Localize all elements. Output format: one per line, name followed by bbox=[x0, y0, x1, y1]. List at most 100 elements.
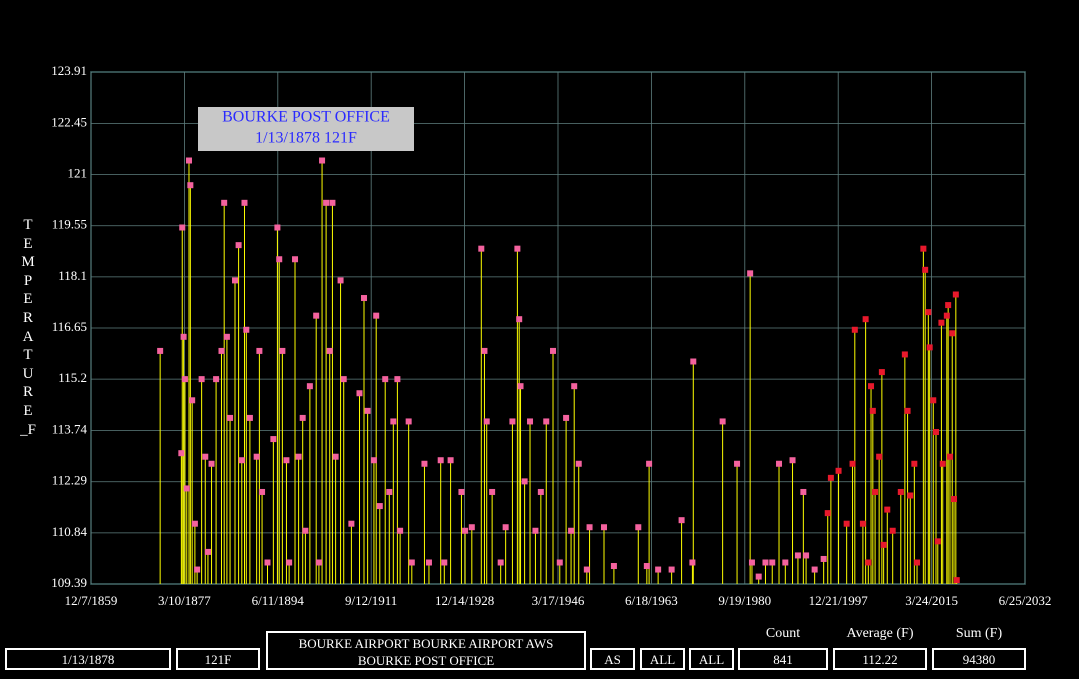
point bbox=[532, 527, 539, 534]
point bbox=[952, 291, 959, 298]
point bbox=[600, 524, 607, 531]
point bbox=[643, 563, 650, 570]
point bbox=[394, 376, 401, 383]
filter-button[interactable]: ALL bbox=[689, 648, 734, 670]
point bbox=[481, 347, 488, 354]
point bbox=[556, 559, 563, 566]
y-tick-label: 118.1 bbox=[58, 268, 87, 283]
point bbox=[811, 566, 818, 573]
point bbox=[862, 316, 869, 323]
point bbox=[462, 527, 469, 534]
point bbox=[876, 453, 883, 460]
point bbox=[945, 302, 952, 309]
point bbox=[194, 566, 201, 573]
point bbox=[889, 527, 896, 534]
point bbox=[782, 559, 789, 566]
point bbox=[747, 270, 754, 277]
point bbox=[223, 333, 230, 340]
point bbox=[914, 559, 921, 566]
point bbox=[218, 347, 225, 354]
point bbox=[655, 566, 662, 573]
point bbox=[543, 418, 550, 425]
point bbox=[868, 383, 875, 390]
point bbox=[276, 256, 283, 263]
point bbox=[953, 577, 960, 584]
summary-value: 94380 bbox=[932, 648, 1026, 670]
selected-date: 1/13/1878 bbox=[5, 648, 171, 670]
point bbox=[800, 488, 807, 495]
point bbox=[458, 488, 465, 495]
point bbox=[820, 555, 827, 562]
point bbox=[185, 157, 192, 164]
point bbox=[509, 418, 516, 425]
summary-value: 112.22 bbox=[833, 648, 927, 670]
point bbox=[803, 552, 810, 559]
point bbox=[264, 559, 271, 566]
point bbox=[678, 517, 685, 524]
summary-label: Sum (F) bbox=[955, 626, 1003, 641]
point bbox=[274, 224, 281, 231]
point bbox=[437, 457, 444, 464]
point bbox=[865, 559, 872, 566]
point bbox=[221, 199, 228, 206]
point bbox=[949, 330, 956, 337]
filter-button[interactable]: ALL bbox=[640, 648, 685, 670]
filter-button[interactable]: AS bbox=[590, 648, 635, 670]
point bbox=[183, 485, 190, 492]
point bbox=[483, 418, 490, 425]
point bbox=[878, 369, 885, 376]
point bbox=[373, 312, 380, 319]
x-tick-label: 3/10/1877 bbox=[158, 593, 211, 608]
point bbox=[370, 457, 377, 464]
stations-box: BOURKE AIRPORT BOURKE AIRPORT AWS BOURKE … bbox=[266, 631, 586, 670]
point bbox=[408, 559, 415, 566]
y-tick-label: 110.84 bbox=[52, 524, 88, 539]
x-tick-label: 3/24/2015 bbox=[905, 593, 958, 608]
point bbox=[762, 559, 769, 566]
point bbox=[306, 383, 313, 390]
x-tick-label: 6/11/1894 bbox=[252, 593, 305, 608]
y-tick-label: 115.2 bbox=[58, 370, 87, 385]
summary-value: 841 bbox=[738, 648, 828, 670]
point bbox=[253, 453, 260, 460]
point bbox=[930, 397, 937, 404]
point bbox=[897, 488, 904, 495]
point bbox=[794, 552, 801, 559]
point bbox=[827, 474, 834, 481]
point bbox=[179, 224, 186, 231]
summary-label: Count bbox=[765, 626, 801, 641]
y-tick-label: 113.74 bbox=[52, 422, 88, 437]
point bbox=[243, 326, 250, 333]
point bbox=[527, 418, 534, 425]
point bbox=[189, 397, 196, 404]
point bbox=[238, 457, 245, 464]
x-tick-label: 3/17/1946 bbox=[532, 593, 585, 608]
y-tick-label: 112.29 bbox=[52, 473, 87, 488]
point bbox=[489, 488, 496, 495]
y-tick-label: 116.65 bbox=[52, 319, 87, 334]
point bbox=[382, 376, 389, 383]
tooltip-title: BOURKE POST OFFICE bbox=[222, 109, 390, 126]
point bbox=[286, 559, 293, 566]
point bbox=[447, 457, 454, 464]
y-tick-label: 109.39 bbox=[51, 575, 87, 590]
point bbox=[583, 566, 590, 573]
point bbox=[849, 460, 856, 467]
point bbox=[748, 559, 755, 566]
point bbox=[690, 358, 697, 365]
point bbox=[405, 418, 412, 425]
point bbox=[851, 326, 858, 333]
point bbox=[925, 309, 932, 316]
station: BOURKE AIRPORT bbox=[298, 636, 410, 651]
point bbox=[270, 436, 277, 443]
point bbox=[734, 460, 741, 467]
point bbox=[241, 199, 248, 206]
point bbox=[869, 407, 876, 414]
point bbox=[191, 520, 198, 527]
point bbox=[208, 460, 215, 467]
point bbox=[922, 266, 929, 273]
selected-value: 121F bbox=[176, 648, 260, 670]
point bbox=[397, 527, 404, 534]
point bbox=[521, 478, 528, 485]
point bbox=[946, 453, 953, 460]
